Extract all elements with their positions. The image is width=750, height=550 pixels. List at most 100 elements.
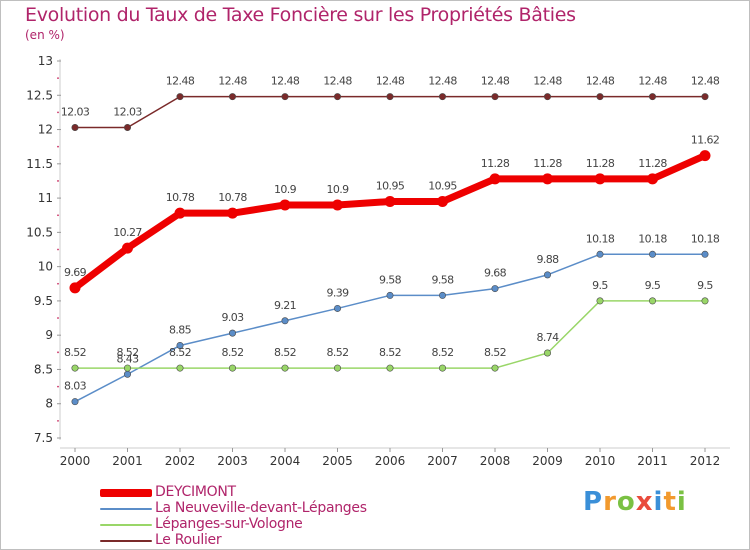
data-label: 11.28: [533, 157, 562, 170]
data-point: [71, 398, 79, 406]
data-label: 10.95: [376, 180, 405, 193]
data-label: 12.48: [533, 75, 562, 88]
x-tick-label: 2012: [690, 454, 721, 468]
data-label: 10.18: [586, 232, 615, 245]
data-point: [438, 291, 446, 299]
y-tick-label: 7.5: [34, 431, 53, 445]
proxiti-logo: Proxiti: [583, 487, 687, 517]
data-label: 10.78: [166, 191, 195, 204]
x-tick-label: 2004: [270, 454, 301, 468]
data-point: [124, 123, 132, 131]
data-label: 12.48: [428, 75, 457, 88]
data-point: [542, 173, 553, 185]
data-label: 9.68: [484, 267, 507, 280]
data-label: 9.21: [274, 299, 296, 312]
data-point: [333, 364, 341, 372]
data-point: [386, 93, 394, 101]
y-tick-label: 10: [38, 260, 53, 274]
y-minor-tick: [57, 77, 59, 80]
data-label: 11.62: [691, 134, 720, 147]
data-point: [71, 364, 79, 372]
data-label: 10.78: [218, 191, 247, 204]
logo-letter: x: [635, 487, 654, 517]
x-tick-label: 2009: [532, 454, 563, 468]
data-point: [69, 282, 81, 294]
legend-label: La Neuveville-devant-Lépanges: [155, 500, 367, 516]
data-point: [229, 364, 237, 372]
data-point: [491, 93, 499, 101]
data-point: [648, 297, 656, 305]
data-label: 8.52: [431, 346, 453, 359]
data-point: [647, 173, 658, 185]
data-label: 10.18: [638, 232, 667, 245]
data-point: [384, 196, 396, 208]
data-point: [699, 150, 711, 162]
data-label: 8.52: [274, 346, 296, 359]
y-minor-tick: [57, 317, 59, 319]
data-label: 9.5: [697, 279, 713, 292]
y-minor-tick: [57, 385, 59, 388]
data-label: 8.52: [326, 346, 348, 359]
y-tick-label: 11: [38, 191, 53, 205]
legend-label: Le Roulier: [155, 532, 222, 548]
logo-letter: i: [676, 487, 687, 517]
data-label: 10.27: [113, 226, 142, 239]
y-tick-label: 9: [45, 328, 53, 342]
chart-unit: (en %): [25, 28, 65, 42]
data-label: 12.03: [113, 105, 142, 118]
data-label: 11.28: [481, 157, 510, 170]
data-point: [281, 364, 289, 372]
data-label: 9.69: [64, 266, 87, 279]
data-label: 9.58: [431, 273, 454, 286]
data-label: 12.03: [61, 105, 90, 118]
y-minor-tick: [57, 214, 59, 217]
x-tick-label: 2003: [217, 454, 248, 468]
data-label: 11.28: [586, 157, 615, 170]
data-label: 12.48: [218, 75, 247, 88]
data-label: 9.5: [592, 279, 608, 292]
data-point: [386, 364, 394, 372]
data-point: [227, 207, 238, 219]
x-tick-label: 2011: [637, 454, 668, 468]
data-label: 8.52: [221, 346, 243, 359]
legend-label: DEYCIMONT: [155, 484, 236, 500]
series-line: [71, 152, 709, 292]
data-label: 9.03: [221, 311, 244, 324]
y-tick-label: 8: [45, 397, 53, 411]
y-minor-tick: [57, 419, 59, 422]
x-tick-label: 2000: [60, 454, 91, 468]
data-label: 8.85: [169, 323, 192, 336]
data-point: [648, 250, 656, 258]
data-point: [491, 285, 499, 293]
data-point: [701, 250, 709, 258]
data-point: [701, 297, 709, 305]
data-point: [437, 196, 448, 208]
data-point: [594, 173, 606, 185]
data-label: 12.48: [638, 75, 667, 88]
data-point: [281, 93, 289, 101]
data-label: 8.03: [64, 380, 87, 393]
data-point: [386, 291, 394, 299]
data-label: 10.9: [326, 183, 349, 196]
data-label: 12.48: [166, 75, 195, 88]
x-tick-label: 2007: [427, 454, 458, 468]
data-point: [71, 123, 79, 131]
data-label: 8.52: [116, 346, 138, 359]
data-label: 9.5: [645, 279, 661, 292]
logo-letter: i: [653, 487, 664, 517]
data-label: 11.28: [638, 157, 667, 170]
y-minor-tick: [57, 351, 59, 354]
data-point: [543, 93, 551, 101]
y-tick-label: 9.5: [34, 294, 53, 308]
data-label: 8.43: [116, 352, 139, 365]
data-label: 8.52: [169, 346, 191, 359]
logo-letter: o: [616, 487, 636, 517]
y-minor-tick: [57, 111, 59, 114]
data-label: 12.48: [323, 75, 352, 88]
x-tick-label: 2010: [585, 454, 616, 468]
data-point: [122, 242, 133, 254]
data-label: 8.52: [64, 346, 86, 359]
data-label: 8.52: [484, 346, 506, 359]
